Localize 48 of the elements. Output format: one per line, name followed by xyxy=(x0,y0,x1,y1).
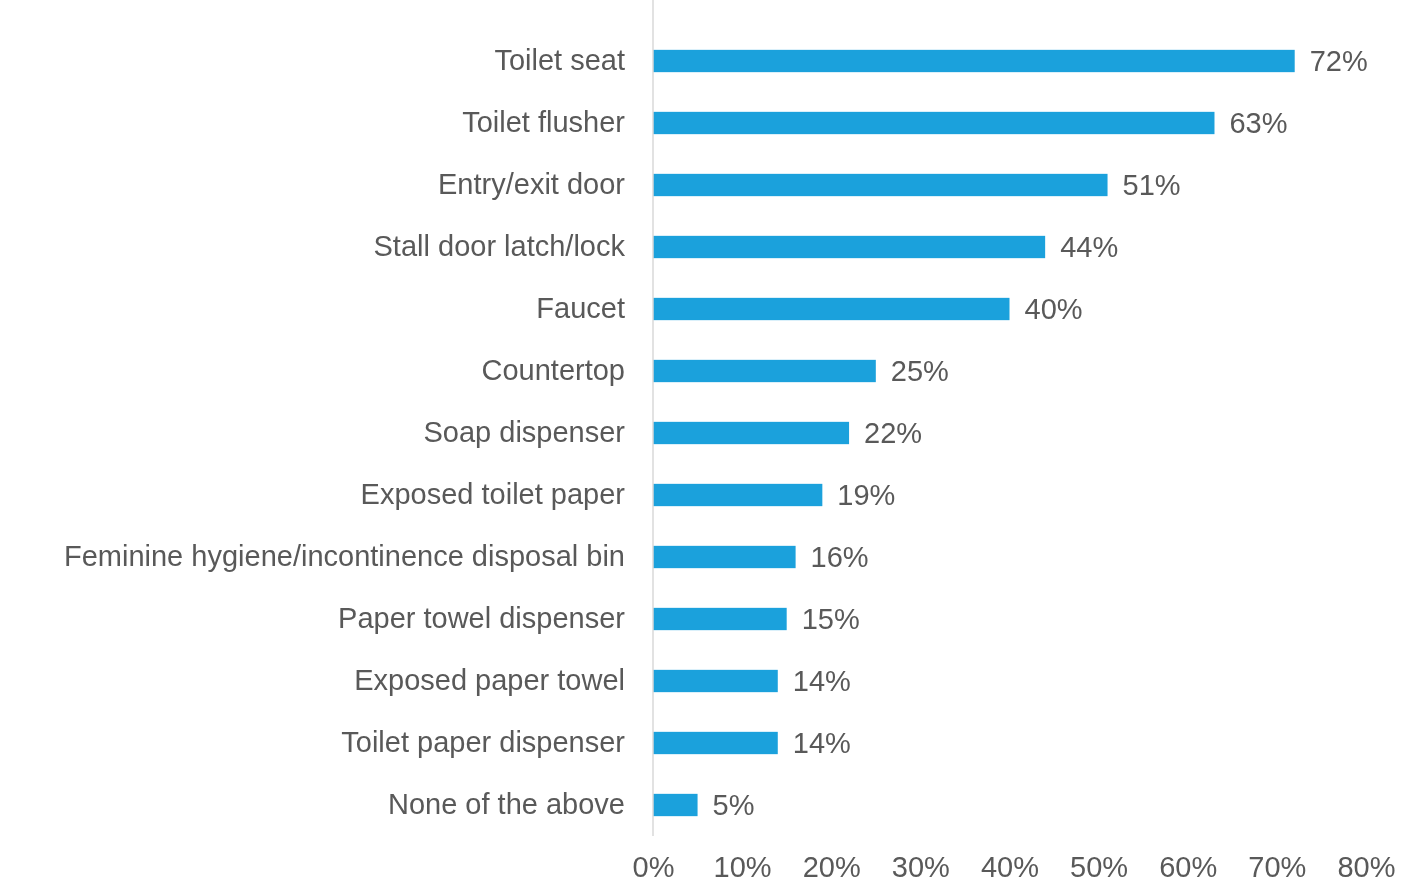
x-tick-label: 70% xyxy=(1248,850,1307,883)
data-label: 19% xyxy=(837,479,896,512)
bar xyxy=(653,483,823,507)
x-tick-label: 40% xyxy=(980,850,1040,883)
bar xyxy=(653,111,1215,135)
data-label: 14% xyxy=(792,727,851,760)
y-tick-label: Soap dispenser xyxy=(423,416,626,449)
y-tick-label: Feminine hygiene/incontinence disposal bin xyxy=(63,540,625,573)
data-label: 40% xyxy=(1024,293,1083,326)
x-tick-label: 30% xyxy=(891,850,950,883)
y-tick-label: Toilet paper dispenser xyxy=(341,726,626,759)
y-tick-label: Toilet seat xyxy=(494,44,625,77)
data-label: 5% xyxy=(712,789,755,822)
y-tick-label: Entry/exit door xyxy=(438,168,626,201)
data-label: 51% xyxy=(1122,169,1181,202)
data-label: 15% xyxy=(801,603,860,636)
y-tick-label: Toilet flusher xyxy=(462,106,626,139)
x-tick-label: 80% xyxy=(1337,850,1396,883)
data-label: 16% xyxy=(810,541,869,574)
bar xyxy=(653,359,876,383)
bar xyxy=(653,545,796,569)
bar xyxy=(653,669,778,693)
y-tick-label: Exposed toilet paper xyxy=(360,478,626,511)
data-label: 63% xyxy=(1229,107,1288,140)
data-label: 22% xyxy=(864,417,923,450)
data-label: 72% xyxy=(1309,45,1368,78)
y-tick-label: Countertop xyxy=(481,354,625,387)
bar xyxy=(653,731,778,755)
y-tick-label: Exposed paper towel xyxy=(354,664,625,697)
data-label: 14% xyxy=(792,665,851,698)
y-tick-label: Faucet xyxy=(536,292,625,325)
bar xyxy=(653,793,698,817)
bar xyxy=(653,173,1108,197)
data-label: 25% xyxy=(890,355,949,388)
x-tick-label: 20% xyxy=(802,850,861,883)
bar xyxy=(653,421,850,445)
bar xyxy=(653,49,1295,73)
x-tick-label: 0% xyxy=(632,850,675,883)
bar xyxy=(653,607,787,631)
x-tick-label: 10% xyxy=(713,850,772,883)
bar xyxy=(653,297,1010,321)
x-tick-label: 50% xyxy=(1070,850,1129,883)
x-tick-label: 60% xyxy=(1159,850,1218,883)
bar xyxy=(653,235,1046,259)
y-tick-label: Stall door latch/lock xyxy=(373,230,626,263)
data-label: 44% xyxy=(1060,231,1119,264)
y-tick-label: Paper towel dispenser xyxy=(338,602,626,635)
y-tick-label: None of the above xyxy=(387,788,625,821)
